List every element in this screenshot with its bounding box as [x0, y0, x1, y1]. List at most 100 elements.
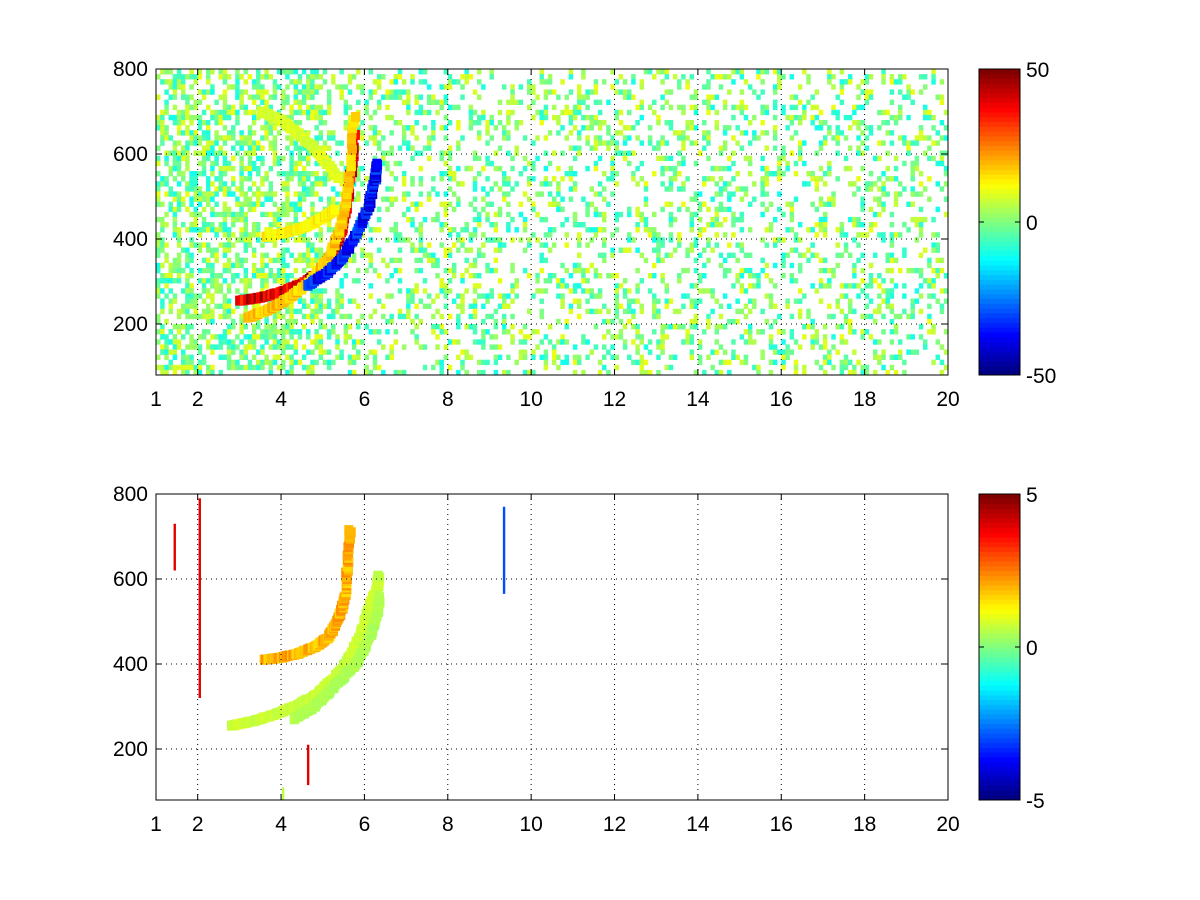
heatmap-cell [231, 308, 236, 315]
x-tick-label: 20 [936, 813, 959, 836]
heatmap-cell [839, 293, 845, 299]
heatmap-cell [185, 262, 190, 269]
heatmap-cell [902, 186, 907, 192]
heatmap-cell [602, 216, 607, 223]
heatmap-cell [201, 94, 207, 100]
heatmap-cell [639, 278, 645, 284]
colorbar-swatch [979, 231, 1020, 237]
heatmap-cell [747, 308, 753, 315]
heatmap-cell [356, 339, 361, 345]
heatmap-cell [431, 125, 436, 131]
heatmap-cell [660, 237, 665, 243]
heatmap-cell [247, 364, 253, 371]
heatmap-cell [572, 125, 578, 131]
heatmap-cell [760, 211, 765, 218]
heatmap-cells [173, 498, 506, 800]
heatmap-cell [810, 339, 815, 345]
heatmap-cell [489, 69, 494, 75]
heatmap-cell [318, 120, 324, 126]
heatmap-cell [297, 191, 303, 197]
heatmap-cell [647, 227, 653, 233]
heatmap-cell [222, 354, 228, 360]
heatmap-cell [185, 114, 190, 121]
heatmap-cell [501, 324, 507, 330]
heatmap-cell [514, 145, 519, 151]
heatmap-cell [789, 201, 795, 207]
heatmap-cell [677, 308, 682, 315]
heatmap-cell [222, 114, 228, 121]
heatmap-cell [677, 160, 682, 167]
x-axis: 1 2 4 6 8 10 12 14 16 18 20 [150, 494, 960, 836]
heatmap-cell [247, 160, 253, 167]
heatmap-cell [602, 318, 607, 325]
heatmap-cell [747, 339, 753, 345]
heatmap-cell [752, 135, 757, 141]
heatmap-cell [543, 216, 549, 223]
heatmap-cell [614, 283, 619, 289]
heatmap-cell [697, 216, 703, 223]
heatmap-cell [743, 79, 749, 85]
heatmap-cell [193, 227, 198, 233]
heatmap-cell [435, 344, 440, 350]
heatmap-cell [506, 227, 511, 233]
heatmap-cell [506, 135, 511, 141]
heatmap-cell [735, 104, 740, 111]
heatmap-cell [418, 79, 424, 85]
heatmap-cell [160, 369, 165, 375]
heatmap-cell [581, 125, 586, 131]
heatmap-cell [218, 227, 223, 233]
heatmap-cell [514, 293, 519, 299]
heatmap-cell [176, 74, 182, 80]
heatmap-cell [639, 104, 645, 111]
y-tick-label: 400 [113, 653, 148, 676]
heatmap-cell [335, 354, 340, 360]
heatmap-cell [372, 130, 378, 136]
heatmap-cell [197, 334, 203, 340]
heatmap-cell [585, 104, 590, 111]
heatmap-cell [156, 293, 161, 299]
heatmap-cell [468, 273, 474, 279]
heatmap-cell [368, 237, 374, 243]
heatmap-cell [185, 293, 190, 299]
heatmap-cell [639, 354, 645, 360]
heatmap-cell [552, 196, 557, 202]
heatmap-cell [306, 303, 311, 309]
heatmap-cell [314, 298, 319, 304]
y-tick-label: 200 [113, 313, 148, 336]
heatmap-cell [414, 339, 419, 345]
heatmap-cell [439, 150, 444, 156]
heatmap-cell [239, 227, 244, 233]
heatmap-cell [501, 125, 507, 131]
heatmap-cell [372, 140, 378, 146]
heatmap-cell [347, 144, 357, 155]
heatmap-cell [247, 344, 253, 350]
heatmap-cell [181, 201, 186, 207]
heatmap-cell [664, 252, 670, 258]
heatmap-cell [635, 247, 640, 253]
heatmap-cell [597, 211, 603, 218]
heatmap-cell [214, 135, 219, 141]
heatmap-cell [401, 79, 407, 85]
heatmap-cell [222, 242, 228, 248]
heatmap-cell [714, 349, 720, 355]
heatmap-cell [885, 252, 890, 258]
heatmap-cell [577, 359, 582, 366]
heatmap-cell [856, 222, 861, 228]
heatmap-cell [681, 267, 686, 274]
heatmap-cell [614, 313, 619, 320]
heatmap-cell [760, 176, 765, 182]
heatmap-cell [702, 176, 707, 182]
feature-vline [198, 498, 201, 698]
heatmap-cell [289, 109, 294, 116]
heatmap-cell [535, 273, 540, 279]
x-tick-label: 14 [686, 388, 710, 411]
heatmap-cell [781, 262, 786, 269]
heatmap-cell [689, 242, 695, 248]
heatmap-cell [189, 196, 194, 202]
heatmap-cell [543, 257, 549, 264]
heatmap-cell [260, 99, 265, 105]
heatmap-cell [326, 104, 332, 111]
heatmap-cell [772, 262, 778, 269]
colorbar-swatch [979, 365, 1020, 371]
colorbar-swatch [979, 298, 1020, 304]
